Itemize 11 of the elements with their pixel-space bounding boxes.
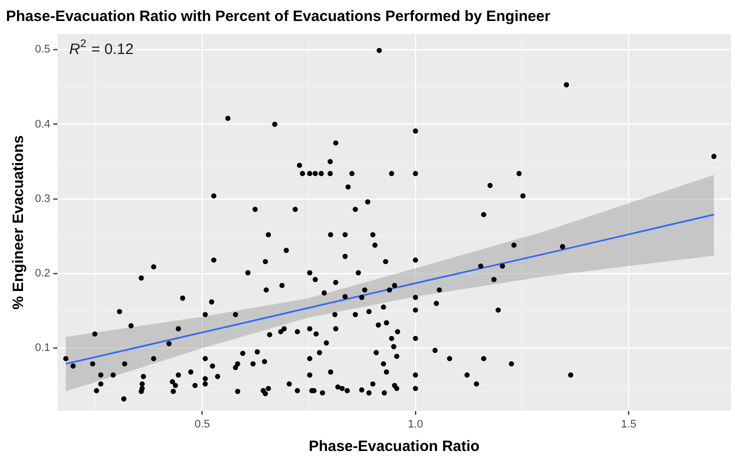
x-axis-title: Phase-Evacuation Ratio [308, 438, 480, 456]
chart-title: Phase-Evacuation Ratio with Percent of Evacuations Performed by Engineer [6, 8, 550, 26]
y-tick-label: 0.1 [34, 342, 50, 354]
y-axis-title: % Engineer Evacuations [10, 135, 28, 310]
x-tick-label: 1.0 [408, 418, 424, 430]
y-tick-label: 0.5 [34, 44, 50, 56]
x-tick-label: 0.5 [194, 418, 210, 430]
y-tick-label: 0.3 [34, 192, 50, 205]
y-tick-label: 0.2 [34, 268, 50, 280]
y-tick-label: 0.4 [34, 118, 50, 130]
x-tick-label: 1.5 [621, 418, 636, 430]
